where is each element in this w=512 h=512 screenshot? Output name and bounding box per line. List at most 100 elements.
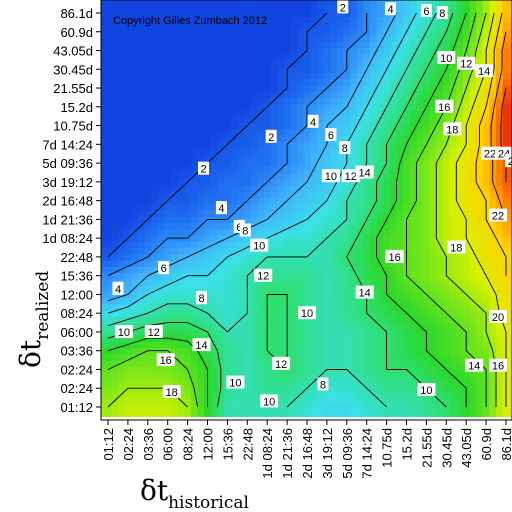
heatmap-cell [489,385,497,392]
heatmap-cell [177,322,185,330]
heatmap-cell [502,303,510,311]
heatmap-cell [482,109,491,117]
heatmap-cell [496,122,504,130]
heatmap-cell [489,0,497,5]
heatmap-cell [144,247,152,255]
heatmap-cell [476,103,484,111]
heatmap-cell [323,9,331,17]
contour-label: 10 [417,383,436,397]
heatmap-cell [310,391,318,399]
heatmap-cell [131,191,139,199]
heatmap-cell [389,216,398,224]
heatmap-cell [389,97,398,105]
heatmap-cell [509,272,512,280]
heatmap-cell [184,153,192,161]
heatmap-cell [363,378,371,386]
heatmap-cell [389,403,398,411]
heatmap-cell [137,235,146,242]
heatmap-cell [489,134,497,142]
heatmap-cell [336,97,345,105]
heatmap-cell [423,109,431,117]
heatmap-cell [482,228,491,236]
x-tick-label: 08:24 [181,428,196,461]
heatmap-cell [363,353,371,361]
heatmap-cell [297,9,305,17]
heatmap-cell [164,16,172,23]
heatmap-cell [243,97,252,105]
x-tick-label: 22:48 [240,428,255,461]
heatmap-cell [336,166,345,174]
heatmap-cell [389,153,398,161]
heatmap-cell [104,191,112,199]
heatmap-cell [190,34,199,42]
heatmap-cell [224,184,232,192]
heatmap-cell [350,360,358,367]
heatmap-cell [429,310,437,317]
heatmap-cell [350,303,358,311]
heatmap-cell [442,172,451,180]
heatmap-cell [350,316,358,324]
heatmap-cell [376,9,384,17]
heatmap-cell [442,328,451,336]
heatmap-cell [190,253,199,261]
heatmap-cell [250,378,258,386]
heatmap-cell [310,291,318,299]
heatmap-cell [509,241,512,249]
heatmap-cell [489,84,497,92]
heatmap-cell [370,122,378,130]
heatmap-cell [383,222,391,230]
heatmap-cell [429,41,437,48]
heatmap-cell [151,72,159,80]
heatmap-cell [383,203,391,211]
heatmap-cell [303,372,311,380]
heatmap-cell [449,253,457,261]
heatmap-cell [164,372,172,380]
heatmap-cell [330,328,338,336]
heatmap-cell [449,360,457,367]
heatmap-cell [104,53,112,61]
heatmap-cell [224,316,232,324]
heatmap-cell [489,53,497,61]
heatmap-cell [111,410,119,417]
heatmap-cell [184,78,192,86]
heatmap-cell [383,378,391,386]
heatmap-cell [177,128,185,136]
heatmap-cell [509,247,512,255]
heatmap-cell [257,322,265,330]
heatmap-cell [310,222,318,230]
heatmap-cell [456,272,464,280]
heatmap-cell [429,235,437,242]
heatmap-cell [171,410,179,417]
heatmap-cell [370,22,378,30]
heatmap-cell [104,353,112,361]
heatmap-cell [164,222,172,230]
heatmap-cell [137,134,146,142]
heatmap-cell [263,366,272,374]
heatmap-cell [124,353,132,361]
heatmap-cell [376,241,384,249]
heatmap-cell [489,103,497,111]
heatmap-cell [370,197,378,205]
heatmap-cell [177,191,185,199]
heatmap-cell [403,34,411,42]
heatmap-cell [257,353,265,361]
svg-text:16: 16 [492,361,504,373]
svg-text:8: 8 [198,293,204,305]
heatmap-cell [190,97,199,105]
heatmap-cell [290,216,298,224]
heatmap-cell [283,260,292,267]
heatmap-cell [184,372,192,380]
heatmap-cell [423,241,431,249]
heatmap-cell [343,378,351,386]
heatmap-cell [297,134,305,142]
heatmap-cell [217,247,225,255]
heatmap-cell [210,378,219,386]
heatmap-cell [323,322,331,330]
heatmap-cell [101,322,106,330]
heatmap-cell [310,34,318,42]
heatmap-cell [210,385,219,392]
heatmap-cell [184,266,192,274]
heatmap-cell [297,347,305,355]
heatmap-cell [210,360,219,367]
heatmap-cell [409,3,418,11]
